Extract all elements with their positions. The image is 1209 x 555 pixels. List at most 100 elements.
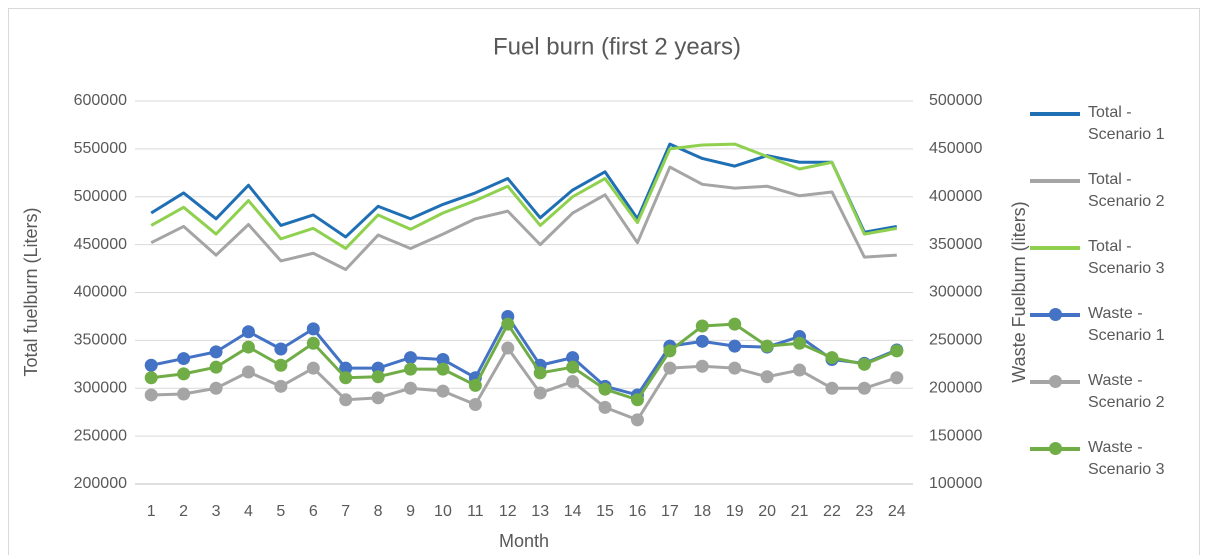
- point: [857, 357, 871, 371]
- chart-title: Fuel burn (first 2 years): [493, 33, 741, 60]
- point: [144, 388, 158, 402]
- point: [177, 367, 191, 381]
- point: [890, 371, 904, 385]
- legend-swatch: [1030, 179, 1080, 183]
- x-tick-label: 7: [341, 503, 350, 520]
- y2-tick-label: 300000: [929, 284, 982, 301]
- point: [566, 360, 580, 374]
- x-tick-label: 1: [147, 503, 156, 520]
- y-tick-label: 500000: [74, 188, 127, 205]
- y2-axis-title: Waste Fuelburn (liters): [1009, 201, 1029, 382]
- legend-marker: [1049, 308, 1062, 321]
- point: [533, 366, 547, 380]
- point: [630, 393, 644, 407]
- point: [501, 341, 515, 355]
- legend: Total - Scenario 1 Total - Scenario 2 Tota…: [1030, 100, 1180, 502]
- x-tick-label: 24: [888, 503, 906, 520]
- y-tick-label: 250000: [74, 427, 127, 444]
- point: [630, 413, 644, 427]
- y2-tick-label: 350000: [929, 236, 982, 253]
- point: [825, 351, 839, 365]
- y2-tick-label: 200000: [929, 379, 982, 396]
- point: [436, 384, 450, 398]
- x-tick-label: 20: [758, 503, 776, 520]
- x-tick-label: 14: [564, 503, 582, 520]
- chart-border: [8, 8, 1200, 555]
- x-tick-label: 12: [499, 503, 517, 520]
- x-tick-label: 6: [309, 503, 318, 520]
- point: [306, 336, 320, 350]
- point: [306, 361, 320, 375]
- point: [695, 319, 709, 333]
- point: [274, 342, 288, 356]
- legend-label: Total - Scenario 3: [1088, 238, 1165, 277]
- legend-item: Waste - Scenario 2: [1030, 368, 1180, 435]
- y-tick-label: 400000: [74, 284, 127, 301]
- series-line: [150, 165, 897, 272]
- y2-tick-label: 450000: [929, 140, 982, 157]
- point: [436, 362, 450, 376]
- point: [663, 344, 677, 358]
- point: [339, 361, 353, 375]
- y-tick-label: 600000: [74, 92, 127, 109]
- series-line: [151, 346, 898, 422]
- point: [857, 381, 871, 395]
- point: [890, 344, 904, 358]
- legend-label: Total - Scenario 1: [1088, 104, 1165, 143]
- point: [144, 371, 158, 385]
- point: [177, 352, 191, 366]
- point: [306, 322, 320, 336]
- legend-item: Total - Scenario 3: [1030, 234, 1180, 301]
- point: [728, 339, 742, 353]
- legend-label: Waste - Scenario 3: [1088, 439, 1165, 478]
- point: [274, 379, 288, 393]
- point: [566, 351, 580, 365]
- legend-item: Total - Scenario 1: [1030, 100, 1180, 167]
- point: [371, 370, 385, 384]
- x-tick-label: 19: [726, 503, 744, 520]
- point: [468, 378, 482, 392]
- point: [793, 336, 807, 350]
- point: [241, 325, 255, 339]
- y2-tick-label: 250000: [929, 332, 982, 349]
- point: [598, 400, 612, 414]
- x-tick-label: 13: [531, 503, 549, 520]
- point: [468, 398, 482, 412]
- x-tick-label: 16: [629, 503, 647, 520]
- point: [404, 351, 418, 365]
- y-tick-label: 300000: [74, 379, 127, 396]
- point: [209, 345, 223, 359]
- point: [274, 358, 288, 372]
- point: [339, 393, 353, 407]
- point: [695, 359, 709, 373]
- x-tick-label: 15: [596, 503, 614, 520]
- y2-tick-label: 100000: [929, 475, 982, 492]
- y2-tick-label: 500000: [929, 92, 982, 109]
- point: [695, 334, 709, 348]
- x-tick-label: 10: [434, 503, 452, 520]
- y-tick-label: 450000: [74, 236, 127, 253]
- legend-item: Total - Scenario 2: [1030, 167, 1180, 234]
- x-tick-label: 2: [179, 503, 188, 520]
- legend-item: Waste - Scenario 3: [1030, 435, 1180, 502]
- x-tick-label: 22: [823, 503, 841, 520]
- x-tick-label: 21: [791, 503, 809, 520]
- point: [241, 365, 255, 379]
- y-tick-label: 550000: [74, 140, 127, 157]
- x-tick-label: 18: [693, 503, 711, 520]
- x-tick-label: 17: [661, 503, 679, 520]
- x-tick-label: 11: [467, 503, 484, 520]
- point: [566, 375, 580, 389]
- x-axis-title: Month: [499, 531, 549, 551]
- point: [339, 371, 353, 385]
- point: [760, 370, 774, 384]
- point: [404, 362, 418, 376]
- point: [663, 361, 677, 375]
- point: [728, 361, 742, 375]
- point: [728, 317, 742, 331]
- legend-marker: [1049, 442, 1062, 455]
- x-tick-label: 8: [374, 503, 383, 520]
- legend-label: Total - Scenario 2: [1088, 171, 1165, 210]
